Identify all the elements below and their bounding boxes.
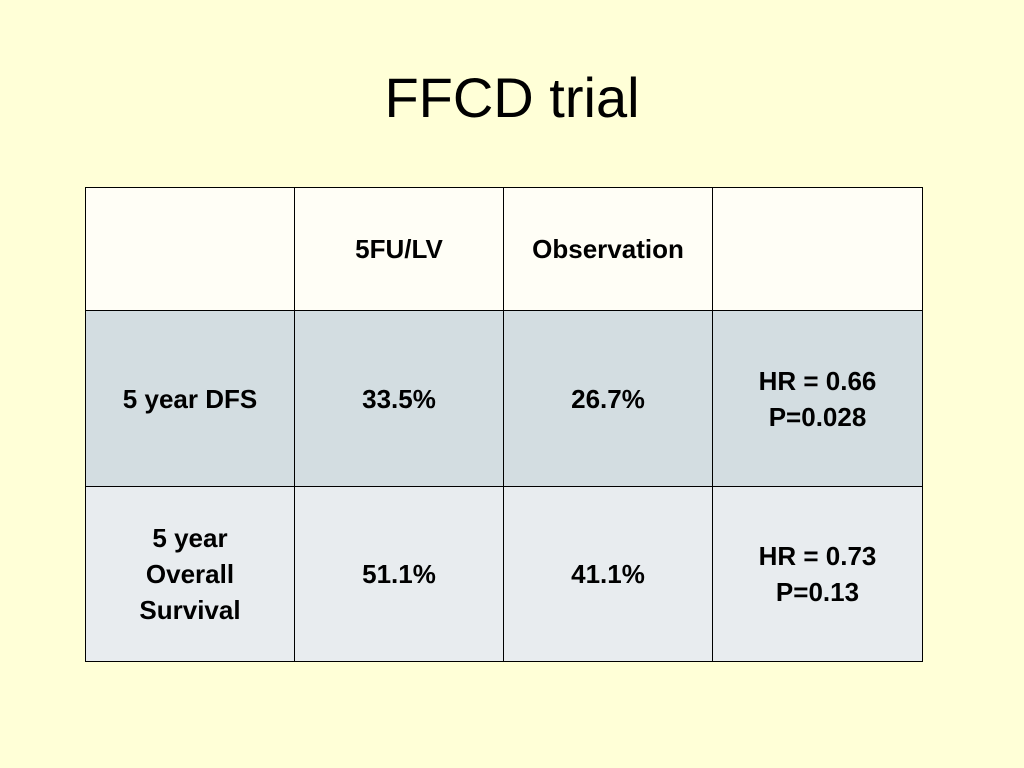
header-cell-observation: Observation xyxy=(503,187,713,311)
header-cell-empty-right xyxy=(712,187,923,311)
results-table: 5FU/LV Observation 5 year DFS 33.5% 26.7… xyxy=(85,187,923,662)
cell-os-stats: HR = 0.73 P=0.13 xyxy=(712,486,923,662)
table-row: 5 year Overall Survival 51.1% 41.1% HR =… xyxy=(85,486,923,662)
header-cell-empty-left xyxy=(85,187,295,311)
cell-os-5fu-lv: 51.1% xyxy=(294,486,504,662)
slide-title: FFCD trial xyxy=(384,66,640,129)
row-label-overall-survival: 5 year Overall Survival xyxy=(85,486,295,662)
cell-os-observation: 41.1% xyxy=(503,486,713,662)
table-row: 5 year DFS 33.5% 26.7% HR = 0.66 P=0.028 xyxy=(85,310,923,487)
row-label-dfs: 5 year DFS xyxy=(85,310,295,487)
cell-dfs-stats: HR = 0.66 P=0.028 xyxy=(712,310,923,487)
header-cell-5fu-lv: 5FU/LV xyxy=(294,187,504,311)
cell-dfs-observation: 26.7% xyxy=(503,310,713,487)
table-header-row: 5FU/LV Observation xyxy=(85,187,923,311)
cell-dfs-5fu-lv: 33.5% xyxy=(294,310,504,487)
